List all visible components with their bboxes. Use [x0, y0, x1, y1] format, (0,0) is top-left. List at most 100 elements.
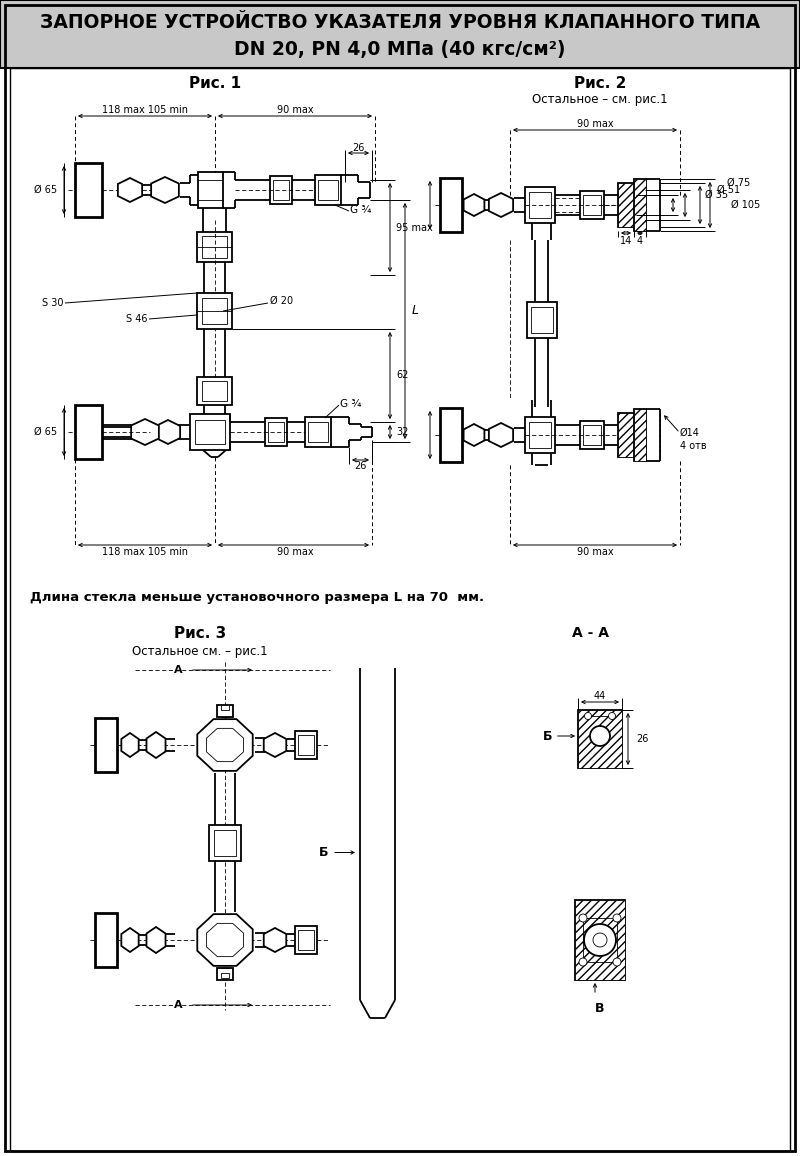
- Bar: [308, 422, 328, 442]
- Bar: [525, 417, 555, 453]
- Polygon shape: [464, 424, 484, 446]
- Text: Рис. 3: Рис. 3: [174, 625, 226, 640]
- Text: 90 max: 90 max: [577, 547, 614, 557]
- Bar: [575, 901, 625, 980]
- Text: Ø 65: Ø 65: [34, 427, 57, 437]
- Text: А - А: А - А: [571, 627, 609, 640]
- Polygon shape: [118, 178, 142, 202]
- Bar: [618, 413, 634, 457]
- Bar: [529, 192, 551, 218]
- Circle shape: [613, 958, 621, 966]
- Text: L: L: [412, 304, 419, 318]
- Circle shape: [613, 914, 621, 922]
- Text: 90 max: 90 max: [277, 105, 314, 114]
- Bar: [634, 179, 646, 231]
- Polygon shape: [122, 733, 138, 757]
- Bar: [221, 705, 229, 710]
- Bar: [217, 968, 233, 980]
- Bar: [440, 408, 462, 462]
- Bar: [305, 417, 331, 447]
- Circle shape: [590, 726, 610, 746]
- Bar: [578, 710, 622, 768]
- Bar: [583, 195, 601, 215]
- Text: Рис. 1: Рис. 1: [189, 75, 241, 90]
- Bar: [75, 405, 102, 459]
- Text: 26: 26: [354, 461, 366, 470]
- Text: Ø 75: Ø 75: [726, 178, 750, 188]
- Text: Ø 20: Ø 20: [270, 296, 293, 306]
- Text: 95 max: 95 max: [396, 223, 433, 234]
- Text: Ø 35: Ø 35: [705, 190, 728, 200]
- Text: 90 max: 90 max: [277, 547, 314, 557]
- Bar: [527, 302, 557, 338]
- Bar: [95, 913, 117, 968]
- Text: Ø 105: Ø 105: [730, 200, 760, 210]
- Text: 4 отв: 4 отв: [680, 440, 706, 451]
- Polygon shape: [156, 420, 180, 444]
- Bar: [209, 824, 241, 860]
- Text: G ¾: G ¾: [350, 205, 371, 215]
- Bar: [634, 179, 646, 231]
- Bar: [295, 926, 317, 954]
- Bar: [529, 422, 551, 449]
- Text: А: А: [174, 1000, 183, 1010]
- Bar: [580, 191, 604, 218]
- Text: 118 max 105 min: 118 max 105 min: [102, 547, 188, 557]
- Circle shape: [609, 712, 615, 719]
- Text: DN 20, PN 4,0 МПа (40 кгс/см²): DN 20, PN 4,0 МПа (40 кгс/см²): [234, 40, 566, 59]
- Bar: [525, 187, 555, 223]
- Text: Б: Б: [318, 846, 328, 859]
- Circle shape: [579, 914, 587, 922]
- Polygon shape: [206, 924, 243, 957]
- Bar: [202, 381, 227, 401]
- Text: Ø14: Ø14: [680, 428, 700, 438]
- Text: 4: 4: [637, 236, 643, 246]
- Text: 26: 26: [352, 143, 364, 153]
- Bar: [197, 377, 232, 405]
- Bar: [295, 731, 317, 759]
- Polygon shape: [131, 418, 159, 445]
- Circle shape: [593, 933, 607, 947]
- Text: S 30: S 30: [42, 298, 64, 307]
- Text: 14: 14: [620, 236, 632, 246]
- Text: Рис. 2: Рис. 2: [574, 75, 626, 90]
- Bar: [531, 307, 553, 333]
- Text: 44: 44: [594, 691, 606, 701]
- Bar: [578, 710, 622, 768]
- Text: Ø 51: Ø 51: [717, 185, 740, 195]
- Bar: [583, 425, 601, 445]
- Bar: [214, 830, 236, 855]
- Bar: [197, 292, 232, 329]
- Text: ЗАПОРНОЕ УСТРОЙСТВО УКАЗАТЕЛЯ УРОВНЯ КЛАПАННОГО ТИПА: ЗАПОРНОЕ УСТРОЙСТВО УКАЗАТЕЛЯ УРОВНЯ КЛА…: [40, 13, 760, 31]
- Bar: [198, 172, 223, 208]
- Text: Б: Б: [542, 729, 552, 742]
- Text: 32: 32: [396, 427, 408, 437]
- Circle shape: [579, 958, 587, 966]
- Bar: [0, 0, 800, 68]
- Polygon shape: [464, 194, 484, 216]
- Polygon shape: [264, 733, 286, 757]
- Text: Длина стекла меньше установочного размера L на 70  мм.: Длина стекла меньше установочного размер…: [30, 591, 484, 603]
- Text: Остальное – см. рис.1: Остальное – см. рис.1: [532, 94, 668, 106]
- Text: 26: 26: [636, 734, 648, 744]
- Text: 90 max: 90 max: [577, 119, 614, 129]
- Text: S 46: S 46: [126, 314, 148, 324]
- Bar: [75, 163, 102, 217]
- Bar: [217, 705, 233, 717]
- Text: 118 max 105 min: 118 max 105 min: [102, 105, 188, 114]
- Polygon shape: [122, 928, 138, 953]
- Bar: [618, 413, 634, 457]
- Bar: [634, 409, 646, 461]
- Bar: [202, 236, 227, 258]
- Polygon shape: [206, 728, 243, 762]
- Bar: [315, 175, 341, 205]
- Bar: [202, 298, 227, 324]
- Polygon shape: [198, 914, 253, 966]
- Polygon shape: [489, 423, 513, 447]
- Bar: [95, 718, 117, 772]
- Polygon shape: [198, 719, 253, 771]
- Bar: [618, 183, 634, 227]
- Polygon shape: [489, 193, 513, 217]
- Bar: [298, 929, 314, 950]
- Bar: [273, 180, 289, 200]
